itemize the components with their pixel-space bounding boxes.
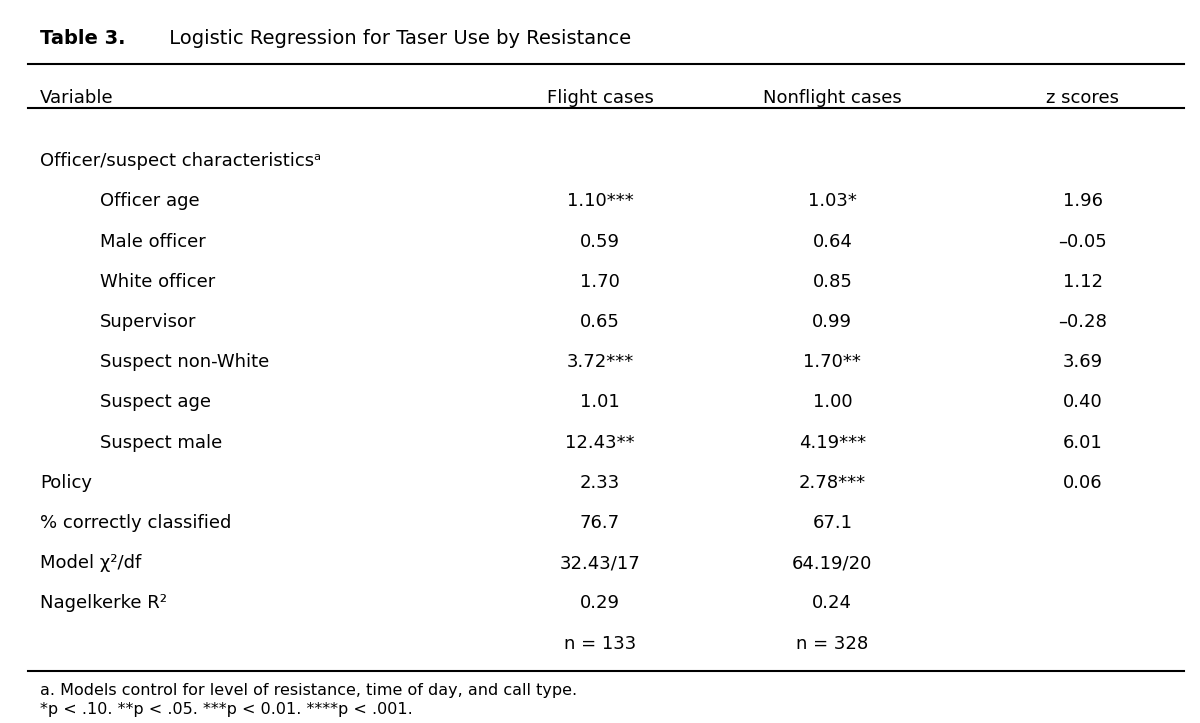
Text: Male officer: Male officer [100,233,205,251]
Text: 4.19***: 4.19*** [799,434,866,452]
Text: Suspect non-White: Suspect non-White [100,354,269,371]
Text: Officer/suspect characteristicsᵃ: Officer/suspect characteristicsᵃ [40,153,322,170]
Text: Nagelkerke R²: Nagelkerke R² [40,594,167,612]
Text: a. Models control for level of resistance, time of day, and call type.: a. Models control for level of resistanc… [40,683,577,698]
Text: Nonflight cases: Nonflight cases [763,89,901,107]
Text: 0.64: 0.64 [812,233,852,251]
Text: 1.12: 1.12 [1063,273,1103,291]
Text: –0.05: –0.05 [1058,233,1108,251]
Text: 6.01: 6.01 [1063,434,1103,452]
Text: 64.19/20: 64.19/20 [792,555,872,572]
Text: 1.03*: 1.03* [808,192,857,210]
Text: Table 3.: Table 3. [40,29,126,48]
Text: 67.1: 67.1 [812,514,852,532]
Text: 0.06: 0.06 [1063,474,1103,492]
Text: Policy: Policy [40,474,92,492]
Text: 32.43/17: 32.43/17 [559,555,641,572]
Text: 0.59: 0.59 [580,233,620,251]
Text: 3.69: 3.69 [1062,354,1103,371]
Text: 0.85: 0.85 [812,273,852,291]
Text: z scores: z scores [1046,89,1120,107]
Text: 1.01: 1.01 [580,393,620,411]
Text: 76.7: 76.7 [580,514,620,532]
Text: 2.33: 2.33 [580,474,620,492]
Text: Logistic Regression for Taser Use by Resistance: Logistic Regression for Taser Use by Res… [163,29,631,48]
Text: *p < .10. **p < .05. ***p < 0.01. ****p < .001.: *p < .10. **p < .05. ***p < 0.01. ****p … [40,702,413,717]
Text: Model χ²/df: Model χ²/df [40,555,142,572]
Text: –0.28: –0.28 [1058,313,1108,331]
Text: 2.78***: 2.78*** [799,474,866,492]
Text: 3.72***: 3.72*** [566,354,634,371]
Text: 12.43**: 12.43** [565,434,635,452]
Text: % correctly classified: % correctly classified [40,514,232,532]
Text: 0.29: 0.29 [580,594,620,612]
Text: 1.10***: 1.10*** [566,192,634,210]
Text: 0.24: 0.24 [812,594,852,612]
Text: Suspect male: Suspect male [100,434,222,452]
Text: White officer: White officer [100,273,215,291]
Text: 0.65: 0.65 [580,313,620,331]
Text: Variable: Variable [40,89,114,107]
Text: Officer age: Officer age [100,192,199,210]
Text: n = 328: n = 328 [797,635,869,653]
Text: 1.70**: 1.70** [804,354,862,371]
Text: 1.70: 1.70 [580,273,620,291]
Text: 1.96: 1.96 [1063,192,1103,210]
Text: n = 133: n = 133 [564,635,636,653]
Text: Flight cases: Flight cases [546,89,654,107]
Text: Supervisor: Supervisor [100,313,196,331]
Text: 0.99: 0.99 [812,313,852,331]
Text: Suspect age: Suspect age [100,393,210,411]
Text: 0.40: 0.40 [1063,393,1103,411]
Text: 1.00: 1.00 [812,393,852,411]
